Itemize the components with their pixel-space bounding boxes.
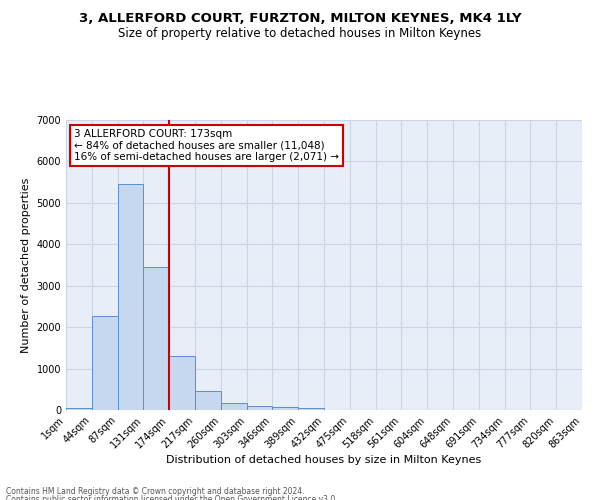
Text: Size of property relative to detached houses in Milton Keynes: Size of property relative to detached ho… [118, 28, 482, 40]
Bar [169, 356, 195, 410]
X-axis label: Distribution of detached houses by size in Milton Keynes: Distribution of detached houses by size … [166, 456, 482, 466]
Text: Contains public sector information licensed under the Open Government Licence v3: Contains public sector information licen… [6, 495, 338, 500]
Bar [143, 267, 169, 410]
Bar [66, 408, 92, 410]
Bar [118, 184, 143, 410]
Text: Contains HM Land Registry data © Crown copyright and database right 2024.: Contains HM Land Registry data © Crown c… [6, 488, 305, 496]
Text: 3 ALLERFORD COURT: 173sqm
← 84% of detached houses are smaller (11,048)
16% of s: 3 ALLERFORD COURT: 173sqm ← 84% of detac… [74, 128, 339, 162]
Y-axis label: Number of detached properties: Number of detached properties [21, 178, 31, 352]
Bar [221, 403, 247, 410]
Bar [272, 408, 298, 410]
Bar [92, 316, 118, 410]
Text: 3, ALLERFORD COURT, FURZTON, MILTON KEYNES, MK4 1LY: 3, ALLERFORD COURT, FURZTON, MILTON KEYN… [79, 12, 521, 26]
Bar [195, 392, 221, 410]
Bar [247, 406, 272, 410]
Bar [298, 408, 324, 410]
